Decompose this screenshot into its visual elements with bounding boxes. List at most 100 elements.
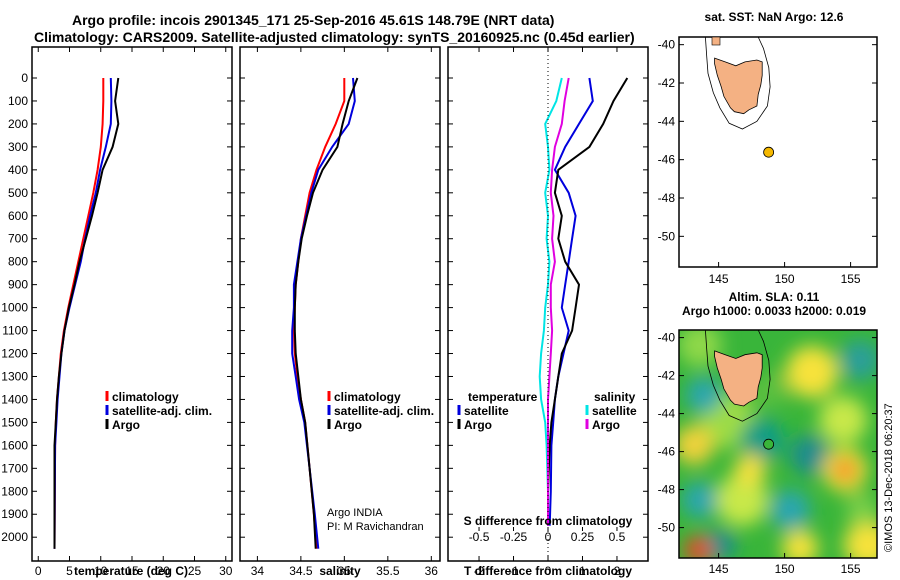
sla-blob: [782, 530, 818, 558]
lat-tick-label: -40: [658, 38, 676, 52]
credit-line-1: Argo INDIA: [327, 507, 383, 519]
x-tick-label: 25: [188, 564, 202, 578]
x-tick-label: -1: [508, 564, 519, 578]
series-line-sdiff-argo: [547, 77, 570, 526]
legend-item-salinity: climatology: [334, 390, 401, 404]
depth-tick-label: 100: [8, 94, 28, 108]
sla-blob: [716, 474, 768, 526]
sla-blob: [752, 372, 788, 408]
depth-tick-label: 1600: [1, 438, 28, 452]
lat-tick-label: -42: [658, 369, 676, 383]
tasmania-land-sla: [714, 350, 763, 407]
x-tick-label: 5: [66, 564, 73, 578]
s-tick-label: -0.25: [500, 530, 528, 544]
legend-item-sdiff: satellite: [592, 404, 637, 418]
lat-tick-label: -46: [658, 445, 676, 459]
x-axis-label-temperature: temperature (deg C): [74, 564, 188, 578]
lon-tick-label: 150: [775, 562, 795, 576]
sla-map-title: Altim. SLA: 0.11: [729, 290, 820, 304]
lon-tick-label: 145: [709, 562, 729, 576]
lat-tick-label: -42: [658, 76, 676, 90]
lat-tick-label: -40: [658, 331, 676, 345]
depth-tick-label: 1500: [1, 415, 28, 429]
panel-frame-temperature: [31, 46, 233, 562]
lat-tick-label: -50: [658, 521, 676, 535]
x-axis-label-difference: T difference from climatology: [464, 564, 632, 578]
depth-tick-label: 1200: [1, 347, 28, 361]
legend-item-salinity: satellite-adj. clim.: [334, 404, 434, 418]
shelf-outline: [704, 36, 771, 130]
x-tick-label: 34: [251, 564, 265, 578]
tasmania-land: [714, 57, 763, 115]
lat-tick-label: -50: [658, 229, 676, 243]
sla-blob: [686, 377, 722, 413]
series-line-temperature-argo: [53, 77, 120, 549]
legend-item-temperature: climatology: [112, 390, 179, 404]
s-tick-label: 0.25: [571, 530, 595, 544]
depth-tick-label: 700: [8, 232, 28, 246]
sla-blob: [846, 494, 877, 526]
sla-blob: [679, 425, 714, 465]
legend-title-salinity: salinity: [594, 390, 636, 404]
series-line-temperature-climatology: [53, 78, 105, 549]
lat-tick-label: -48: [658, 483, 676, 497]
x-tick-label: 10: [94, 564, 108, 578]
series-line-sdiff-satellite: [538, 77, 563, 526]
depth-tick-label: 600: [8, 209, 28, 223]
series-line-difference-argo: [547, 77, 629, 526]
lon-tick-label: 150: [775, 272, 795, 286]
lat-tick-label: -48: [658, 191, 676, 205]
lat-tick-label: -44: [658, 114, 676, 128]
legend-item-tdiff: satellite: [464, 404, 509, 418]
legend-title-temperature: temperature: [468, 390, 538, 404]
sla-blob: [679, 330, 722, 367]
series-line-temperature-satellite-adj-clim-: [53, 77, 113, 549]
depth-tick-label: 300: [8, 140, 28, 154]
sla-blob: [684, 536, 712, 558]
sst-map-title: sat. SST: NaN Argo: 12.6: [705, 10, 844, 24]
x-tick-label: 15: [125, 564, 139, 578]
depth-tick-label: 200: [8, 117, 28, 131]
series-line-salinity-argo: [293, 77, 359, 549]
x-tick-label: 1: [579, 564, 586, 578]
depth-tick-label: 2000: [1, 530, 28, 544]
panel-frame-salinity: [239, 46, 441, 562]
x-tick-label: 30: [219, 564, 233, 578]
x-tick-label: -2: [474, 564, 485, 578]
legend-item-salinity: Argo: [334, 418, 362, 432]
series-line-difference-satellite: [548, 77, 594, 526]
legend-item-temperature: Argo: [112, 418, 140, 432]
chart-title-line2: Climatology: CARS2009. Satellite-adjuste…: [34, 29, 635, 45]
s-tick-label: 0: [545, 530, 552, 544]
depth-tick-label: 1900: [1, 507, 28, 521]
lon-tick-label: 155: [841, 272, 861, 286]
x-tick-label: 35: [338, 564, 352, 578]
sla-blob: [704, 529, 736, 558]
x-axis-label-salinity: salinity: [319, 564, 361, 578]
chart-title-line1: Argo profile: incois 2901345_171 25-Sep-…: [72, 12, 555, 28]
s-tick-label: 0.5: [609, 530, 626, 544]
sla-map-subtitle: Argo h1000: 0.0033 h2000: 0.019: [682, 304, 866, 318]
x-tick-label: 35.5: [376, 564, 400, 578]
depth-tick-label: 1300: [1, 369, 28, 383]
sla-blob: [844, 521, 877, 558]
x-tick-label: 20: [157, 564, 171, 578]
lon-tick-label: 145: [709, 272, 729, 286]
s-tick-label: -0.5: [469, 530, 490, 544]
depth-tick-label: 1700: [1, 461, 28, 475]
sla-blob: [833, 458, 857, 482]
king-island: [711, 36, 721, 46]
depth-tick-label: 900: [8, 278, 28, 292]
lat-tick-label: -46: [658, 153, 676, 167]
sst-map-frame: [678, 36, 878, 268]
float-marker-sst: [763, 146, 775, 158]
depth-tick-label: 1800: [1, 484, 28, 498]
sla-map-frame: [678, 329, 878, 559]
imos-footer: ©IMOS 13-Dec-2018 06:20:37: [883, 403, 895, 552]
sla-blob: [819, 396, 867, 444]
depth-tick-label: 500: [8, 186, 28, 200]
sla-field: [679, 330, 877, 558]
sla-blob: [790, 435, 830, 475]
sla-blob: [840, 340, 877, 380]
